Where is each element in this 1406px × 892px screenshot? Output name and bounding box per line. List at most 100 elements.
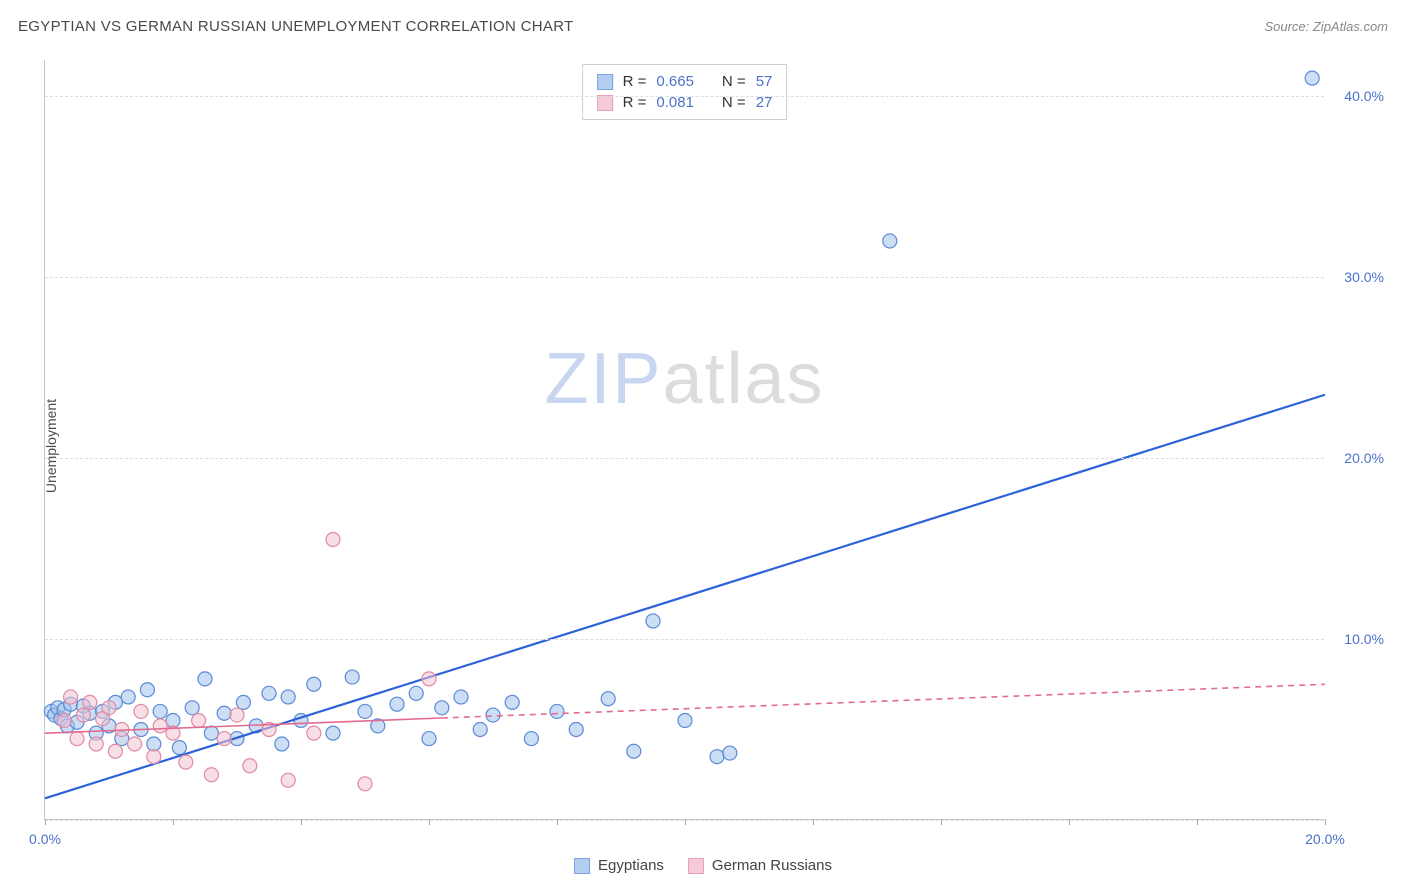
plot-area: ZIPatlas R =0.665N =57R =0.081N =27 10.0… bbox=[44, 60, 1324, 820]
bottom-legend: Egyptians German Russians bbox=[574, 857, 832, 874]
data-point bbox=[601, 692, 615, 706]
legend-swatch bbox=[688, 858, 704, 874]
x-tick bbox=[557, 819, 558, 825]
data-point bbox=[358, 704, 372, 718]
data-point bbox=[70, 732, 84, 746]
x-tick bbox=[941, 819, 942, 825]
data-point bbox=[307, 677, 321, 691]
data-point bbox=[390, 697, 404, 711]
data-point bbox=[473, 723, 487, 737]
x-tick-label: 0.0% bbox=[29, 831, 61, 847]
data-point bbox=[262, 686, 276, 700]
y-tick-label: 40.0% bbox=[1329, 88, 1384, 104]
data-point bbox=[172, 741, 186, 755]
data-point bbox=[307, 726, 321, 740]
data-point bbox=[134, 704, 148, 718]
data-point bbox=[883, 234, 897, 248]
stats-row: R =0.081N =27 bbox=[597, 92, 773, 113]
n-value: 57 bbox=[756, 73, 773, 90]
data-point bbox=[710, 750, 724, 764]
data-point bbox=[275, 737, 289, 751]
x-tick bbox=[685, 819, 686, 825]
x-tick bbox=[813, 819, 814, 825]
x-tick bbox=[1325, 819, 1326, 825]
n-label: N = bbox=[722, 73, 746, 90]
r-value: 0.665 bbox=[656, 73, 694, 90]
legend-swatch bbox=[574, 858, 590, 874]
data-point bbox=[345, 670, 359, 684]
data-point bbox=[217, 732, 231, 746]
data-point bbox=[454, 690, 468, 704]
x-tick bbox=[173, 819, 174, 825]
source-attribution: Source: ZipAtlas.com bbox=[1264, 19, 1388, 34]
scatter-chart-svg bbox=[45, 60, 1324, 819]
data-point bbox=[140, 683, 154, 697]
data-point bbox=[281, 773, 295, 787]
data-point bbox=[64, 690, 78, 704]
y-tick-label: 10.0% bbox=[1329, 631, 1384, 647]
x-tick bbox=[1069, 819, 1070, 825]
data-point bbox=[678, 713, 692, 727]
data-point bbox=[569, 723, 583, 737]
data-point bbox=[243, 759, 257, 773]
stats-row: R = 0.665 N = 57 bbox=[597, 71, 773, 92]
data-point bbox=[153, 704, 167, 718]
data-point bbox=[723, 746, 737, 760]
r-label: R = bbox=[623, 73, 647, 90]
chart-title: EGYPTIAN VS GERMAN RUSSIAN UNEMPLOYMENT … bbox=[18, 18, 574, 35]
data-point bbox=[204, 768, 218, 782]
x-tick bbox=[301, 819, 302, 825]
data-point bbox=[646, 614, 660, 628]
data-point bbox=[409, 686, 423, 700]
series-swatch bbox=[597, 74, 613, 90]
x-tick bbox=[1197, 819, 1198, 825]
gridline bbox=[45, 458, 1324, 459]
correlation-stats-box: R = 0.665 N = 57 R =0.081N =27 bbox=[582, 64, 788, 120]
data-point bbox=[326, 533, 340, 547]
gridline bbox=[45, 639, 1324, 640]
data-point bbox=[83, 695, 97, 709]
data-point bbox=[217, 706, 231, 720]
x-tick-label: 20.0% bbox=[1305, 831, 1345, 847]
data-point bbox=[422, 672, 436, 686]
data-point bbox=[486, 708, 500, 722]
data-point bbox=[166, 713, 180, 727]
data-point bbox=[147, 737, 161, 751]
data-point bbox=[89, 737, 103, 751]
legend-item: German Russians bbox=[688, 857, 832, 874]
x-tick bbox=[45, 819, 46, 825]
data-point bbox=[358, 777, 372, 791]
gridline bbox=[45, 96, 1324, 97]
data-point bbox=[230, 708, 244, 722]
data-point bbox=[179, 755, 193, 769]
data-point bbox=[121, 690, 135, 704]
data-point bbox=[524, 732, 538, 746]
data-point bbox=[128, 737, 142, 751]
data-point bbox=[204, 726, 218, 740]
data-point bbox=[326, 726, 340, 740]
data-point bbox=[435, 701, 449, 715]
data-point bbox=[185, 701, 199, 715]
data-point bbox=[192, 713, 206, 727]
data-point bbox=[198, 672, 212, 686]
chart-container: ZIPatlas R =0.665N =57R =0.081N =27 10.0… bbox=[44, 60, 1364, 820]
data-point bbox=[108, 744, 122, 758]
data-point bbox=[550, 704, 564, 718]
data-point bbox=[422, 732, 436, 746]
data-point bbox=[147, 750, 161, 764]
data-point bbox=[57, 713, 71, 727]
data-point bbox=[102, 701, 116, 715]
legend-item: Egyptians bbox=[574, 857, 664, 874]
trend-line bbox=[45, 395, 1325, 799]
x-tick bbox=[429, 819, 430, 825]
legend-label: Egyptians bbox=[598, 857, 664, 874]
data-point bbox=[281, 690, 295, 704]
legend-label: German Russians bbox=[712, 857, 832, 874]
gridline bbox=[45, 277, 1324, 278]
data-point bbox=[505, 695, 519, 709]
data-point bbox=[1305, 71, 1319, 85]
data-point bbox=[627, 744, 641, 758]
trend-line-extrapolated bbox=[442, 684, 1325, 718]
y-tick-label: 30.0% bbox=[1329, 269, 1384, 285]
data-point bbox=[153, 719, 167, 733]
